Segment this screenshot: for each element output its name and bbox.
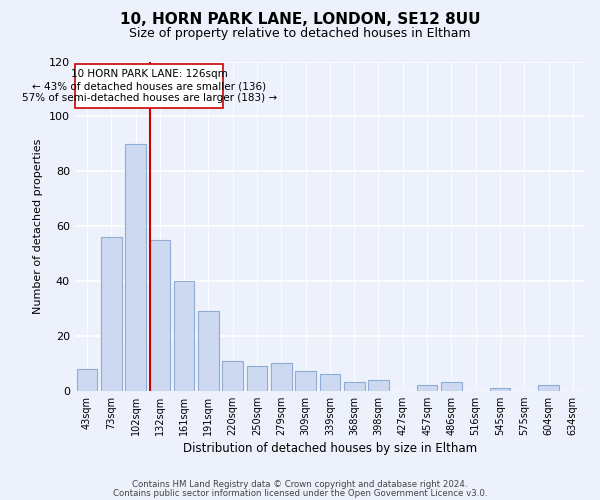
Bar xyxy=(417,385,437,390)
Text: 10 HORN PARK LANE: 126sqm: 10 HORN PARK LANE: 126sqm xyxy=(71,69,227,79)
Bar xyxy=(125,144,146,390)
Text: Contains public sector information licensed under the Open Government Licence v3: Contains public sector information licen… xyxy=(113,488,487,498)
Bar xyxy=(149,240,170,390)
FancyBboxPatch shape xyxy=(75,64,223,108)
Bar xyxy=(271,364,292,390)
Bar xyxy=(441,382,462,390)
Bar xyxy=(490,388,510,390)
Text: Contains HM Land Registry data © Crown copyright and database right 2024.: Contains HM Land Registry data © Crown c… xyxy=(132,480,468,489)
Y-axis label: Number of detached properties: Number of detached properties xyxy=(33,138,43,314)
X-axis label: Distribution of detached houses by size in Eltham: Distribution of detached houses by size … xyxy=(183,442,477,455)
Bar xyxy=(344,382,365,390)
Bar xyxy=(101,237,122,390)
Text: 57% of semi-detached houses are larger (183) →: 57% of semi-detached houses are larger (… xyxy=(22,94,277,104)
Bar xyxy=(198,311,219,390)
Bar xyxy=(174,281,194,390)
Bar xyxy=(77,368,97,390)
Bar xyxy=(295,372,316,390)
Bar xyxy=(223,360,243,390)
Text: Size of property relative to detached houses in Eltham: Size of property relative to detached ho… xyxy=(129,28,471,40)
Bar xyxy=(247,366,268,390)
Bar xyxy=(320,374,340,390)
Text: 10, HORN PARK LANE, LONDON, SE12 8UU: 10, HORN PARK LANE, LONDON, SE12 8UU xyxy=(120,12,480,28)
Bar xyxy=(538,385,559,390)
Text: ← 43% of detached houses are smaller (136): ← 43% of detached houses are smaller (13… xyxy=(32,81,266,91)
Bar xyxy=(368,380,389,390)
